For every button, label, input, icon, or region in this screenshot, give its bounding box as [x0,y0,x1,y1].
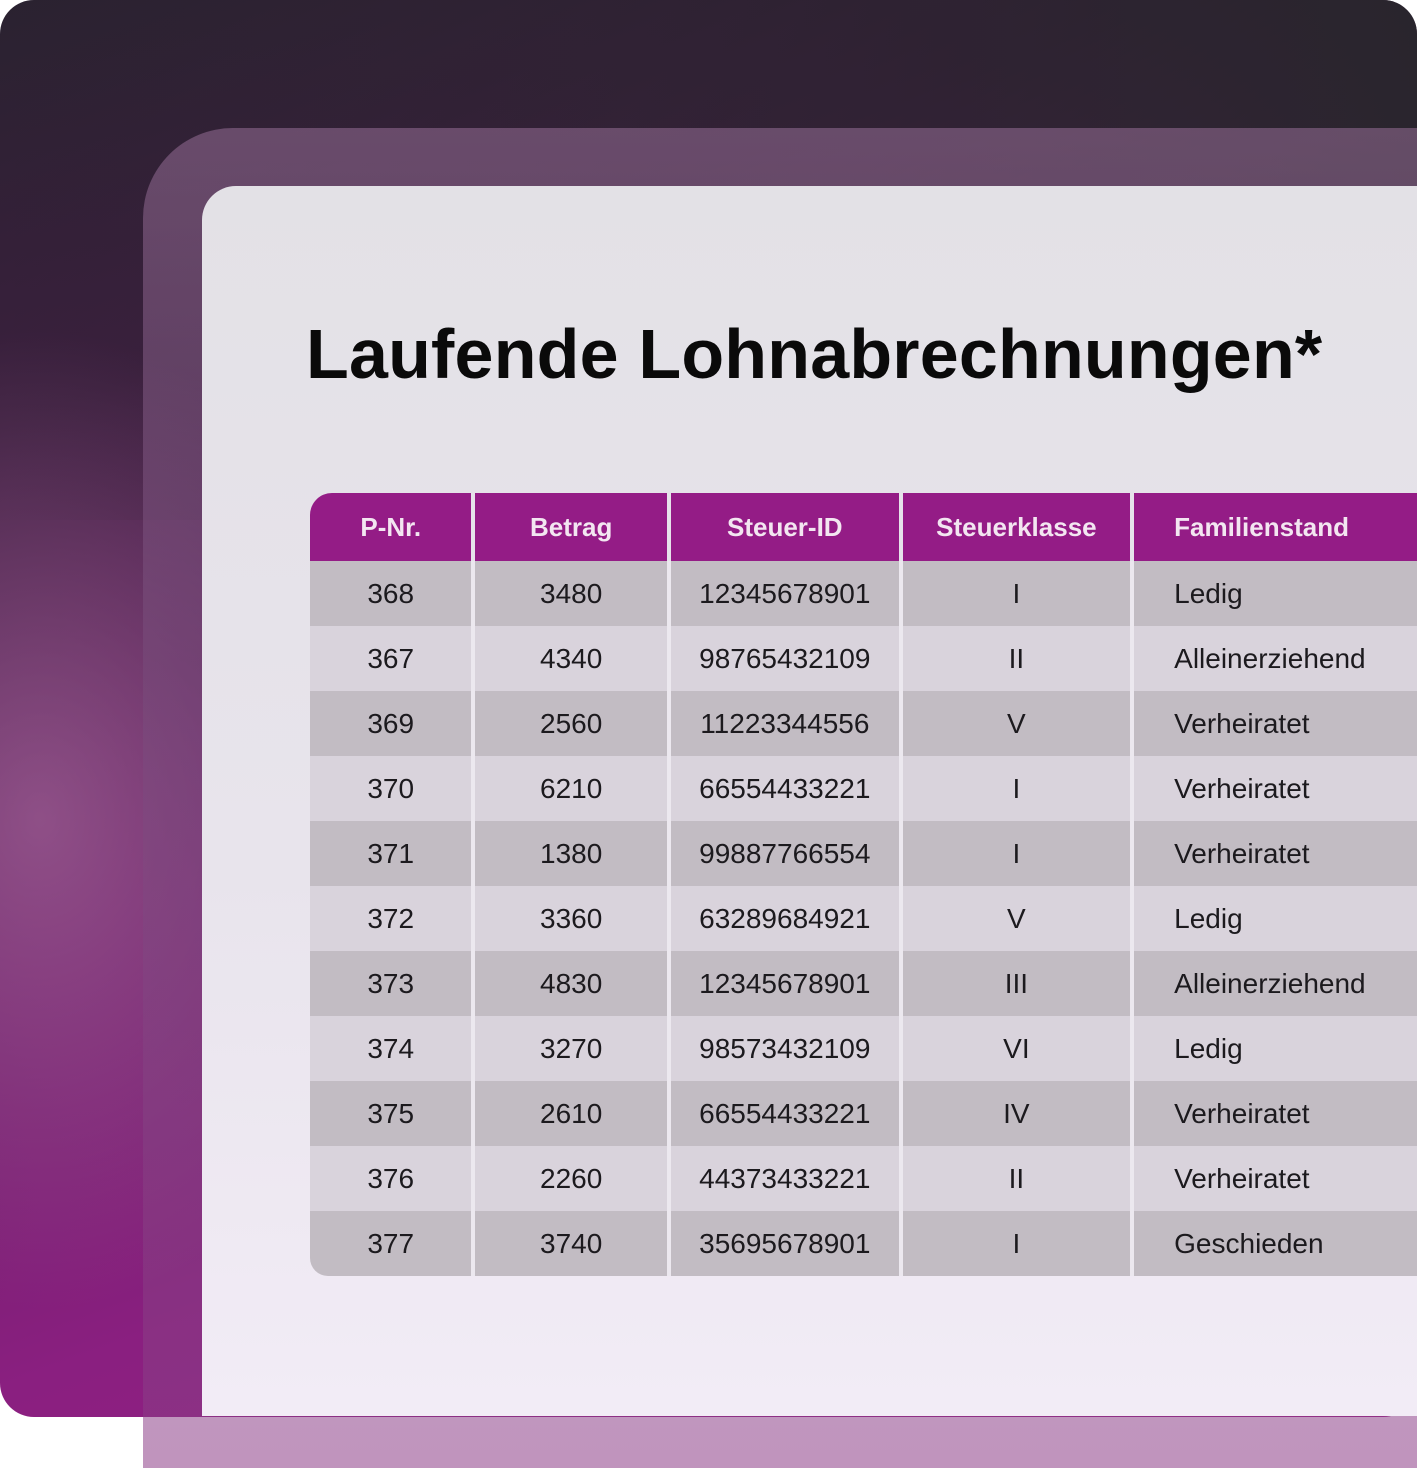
page-title: Laufende Lohnabrechnungen* [306,315,1323,393]
cell-p-nr: 376 [310,1146,476,1211]
cell-familienstand: Geschieden [1134,1211,1417,1276]
cell-steuerklasse: II [902,1146,1135,1211]
cell-steuer-id: 99887766554 [670,821,903,886]
cell-p-nr: 373 [310,951,476,1016]
cell-betrag: 2610 [475,1081,671,1146]
table-row[interactable]: 368 3480 12345678901 I Ledig [310,561,1417,626]
cell-p-nr: 370 [310,756,476,821]
table-row[interactable]: 367 4340 98765432109 II Alleinerziehend [310,626,1417,691]
cell-familienstand: Ledig [1134,1016,1417,1081]
cell-betrag: 4830 [475,951,671,1016]
column-header-steuer-id[interactable]: Steuer-ID [670,493,903,561]
cell-steuer-id: 66554433221 [670,756,903,821]
cell-familienstand: Ledig [1134,561,1417,626]
cell-familienstand: Verheiratet [1134,821,1417,886]
table-row[interactable]: 369 2560 11223344556 V Verheiratet [310,691,1417,756]
cell-p-nr: 372 [310,886,476,951]
table-header-row: P-Nr. Betrag Steuer-ID Steuerklasse Fami… [310,493,1417,561]
cell-steuerklasse: I [902,821,1135,886]
cell-betrag: 3270 [475,1016,671,1081]
table-row[interactable]: 377 3740 35695678901 I Geschieden [310,1211,1417,1276]
cell-familienstand: Verheiratet [1134,1081,1417,1146]
cell-steuer-id: 11223344556 [670,691,903,756]
table-row[interactable]: 374 3270 98573432109 VI Ledig [310,1016,1417,1081]
cell-p-nr: 374 [310,1016,476,1081]
cell-familienstand: Verheiratet [1134,756,1417,821]
cell-familienstand: Alleinerziehend [1134,951,1417,1016]
cell-p-nr: 371 [310,821,476,886]
cell-betrag: 3740 [475,1211,671,1276]
cell-steuerklasse: VI [902,1016,1135,1081]
column-header-betrag[interactable]: Betrag [475,493,671,561]
cell-p-nr: 377 [310,1211,476,1276]
table-row[interactable]: 375 2610 66554433221 IV Verheiratet [310,1081,1417,1146]
cell-steuer-id: 12345678901 [670,951,903,1016]
cell-p-nr: 369 [310,691,476,756]
cell-steuerklasse: I [902,1211,1135,1276]
column-header-steuerklasse[interactable]: Steuerklasse [902,493,1135,561]
cell-steuerklasse: IV [902,1081,1135,1146]
cell-steuer-id: 44373433221 [670,1146,903,1211]
cell-familienstand: Verheiratet [1134,691,1417,756]
cell-steuer-id: 66554433221 [670,1081,903,1146]
cell-steuerklasse: I [902,561,1135,626]
table-row[interactable]: 372 3360 63289684921 V Ledig [310,886,1417,951]
cell-familienstand: Alleinerziehend [1134,626,1417,691]
cell-p-nr: 368 [310,561,476,626]
cell-betrag: 2260 [475,1146,671,1211]
cell-betrag: 3480 [475,561,671,626]
table-row[interactable]: 376 2260 44373433221 II Verheiratet [310,1146,1417,1211]
cell-steuer-id: 98573432109 [670,1016,903,1081]
cell-steuerklasse: V [902,691,1135,756]
cell-familienstand: Verheiratet [1134,1146,1417,1211]
cell-betrag: 1380 [475,821,671,886]
payroll-card: Laufende Lohnabrechnungen* P-Nr. Betrag … [202,186,1417,1416]
cell-p-nr: 367 [310,626,476,691]
table-row[interactable]: 373 4830 12345678901 III Alleinerziehend [310,951,1417,1016]
cell-steuerklasse: III [902,951,1135,1016]
cell-steuer-id: 63289684921 [670,886,903,951]
cell-betrag: 4340 [475,626,671,691]
column-header-p-nr[interactable]: P-Nr. [310,493,476,561]
cell-steuer-id: 98765432109 [670,626,903,691]
cell-betrag: 6210 [475,756,671,821]
cell-steuer-id: 35695678901 [670,1211,903,1276]
payroll-table: P-Nr. Betrag Steuer-ID Steuerklasse Fami… [310,493,1417,1276]
cell-betrag: 3360 [475,886,671,951]
cell-steuerklasse: II [902,626,1135,691]
column-header-familienstand[interactable]: Familienstand [1134,493,1417,561]
cell-steuer-id: 12345678901 [670,561,903,626]
cell-steuerklasse: I [902,756,1135,821]
cell-p-nr: 375 [310,1081,476,1146]
cell-betrag: 2560 [475,691,671,756]
cell-familienstand: Ledig [1134,886,1417,951]
cell-steuerklasse: V [902,886,1135,951]
table-row[interactable]: 371 1380 99887766554 I Verheiratet [310,821,1417,886]
table-row[interactable]: 370 6210 66554433221 I Verheiratet [310,756,1417,821]
